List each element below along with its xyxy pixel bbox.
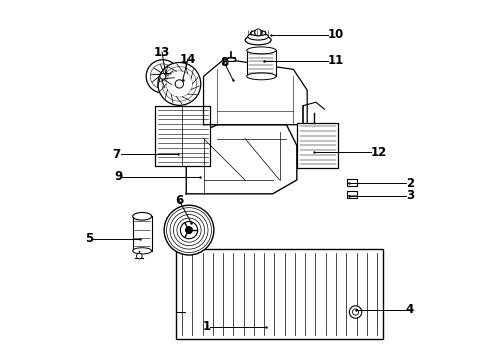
Ellipse shape xyxy=(248,33,269,40)
Circle shape xyxy=(180,221,197,239)
Bar xyxy=(347,191,357,198)
Circle shape xyxy=(186,227,193,234)
Text: 4: 4 xyxy=(406,303,414,316)
Bar xyxy=(228,57,235,61)
Ellipse shape xyxy=(133,212,152,220)
Text: 6: 6 xyxy=(175,194,183,207)
Bar xyxy=(155,106,210,166)
Bar xyxy=(247,50,276,76)
Text: 9: 9 xyxy=(114,170,122,183)
Ellipse shape xyxy=(133,248,152,254)
Circle shape xyxy=(137,253,142,259)
Text: 2: 2 xyxy=(406,177,414,190)
Circle shape xyxy=(349,306,362,318)
Ellipse shape xyxy=(250,31,266,36)
Circle shape xyxy=(164,205,214,255)
Text: 14: 14 xyxy=(180,53,196,66)
Ellipse shape xyxy=(247,47,276,54)
Circle shape xyxy=(255,29,262,36)
Circle shape xyxy=(352,309,359,315)
Ellipse shape xyxy=(247,73,276,80)
Text: 3: 3 xyxy=(406,189,414,202)
Circle shape xyxy=(158,63,201,105)
Bar xyxy=(176,249,383,339)
Text: 8: 8 xyxy=(220,56,228,69)
Text: 10: 10 xyxy=(328,28,344,41)
Text: 13: 13 xyxy=(154,46,170,59)
Bar xyxy=(133,216,152,251)
Text: 5: 5 xyxy=(85,232,93,245)
Circle shape xyxy=(146,60,179,93)
Polygon shape xyxy=(203,59,307,125)
Ellipse shape xyxy=(226,58,236,62)
Polygon shape xyxy=(186,125,297,194)
Ellipse shape xyxy=(245,35,271,45)
Text: 11: 11 xyxy=(328,54,344,67)
Text: 1: 1 xyxy=(202,320,210,333)
Circle shape xyxy=(175,80,183,88)
Bar xyxy=(297,123,338,168)
Text: 7: 7 xyxy=(113,148,121,161)
Circle shape xyxy=(160,73,166,79)
Text: 12: 12 xyxy=(371,146,388,159)
Bar xyxy=(347,179,357,186)
